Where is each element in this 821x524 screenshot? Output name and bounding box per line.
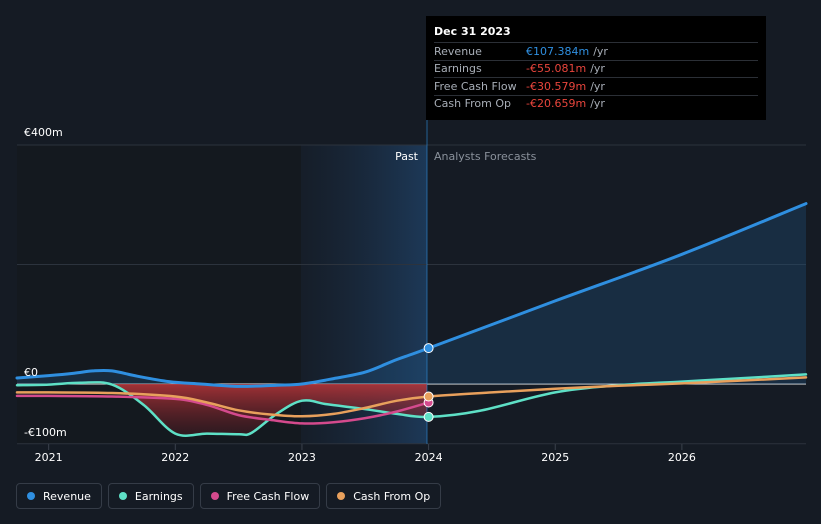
legend-label: Revenue bbox=[43, 489, 91, 503]
tooltip-label: Cash From Op bbox=[434, 97, 512, 111]
tooltip-value: €107.384m bbox=[526, 44, 590, 58]
tooltip-value: -€30.579m bbox=[526, 79, 587, 93]
tooltip-label: Earnings bbox=[434, 62, 482, 76]
tooltip-label: Revenue bbox=[434, 44, 482, 58]
tooltip-label: Free Cash Flow bbox=[434, 79, 517, 93]
tooltip-row-revenue: Revenue €107.384m /yr bbox=[434, 42, 758, 60]
y-label-zero: €0 bbox=[24, 366, 38, 379]
y-label-bottom: -€100m bbox=[24, 426, 67, 439]
earnings-marker[interactable] bbox=[423, 411, 434, 422]
legend-item-earnings[interactable]: Earnings bbox=[107, 483, 194, 509]
legend-item-free-cash-flow[interactable]: Free Cash Flow bbox=[199, 483, 321, 509]
tooltip-unit: /yr bbox=[590, 62, 605, 76]
tooltip-row-cash-from-op: Cash From Op -€20.659m /yr bbox=[434, 94, 758, 113]
revenue-area bbox=[17, 203, 806, 387]
forecast-label: Analysts Forecasts bbox=[434, 150, 537, 163]
legend-item-cash-from-op[interactable]: Cash From Op bbox=[326, 483, 442, 509]
tooltip-row-earnings: Earnings -€55.081m /yr bbox=[434, 59, 758, 78]
legend-dot-icon bbox=[337, 492, 346, 500]
x-tick-label: 2025 bbox=[541, 451, 569, 464]
tooltip-value: -€55.081m bbox=[526, 62, 587, 76]
tooltip-date: Dec 31 2023 bbox=[434, 25, 511, 38]
x-tick-label: 2024 bbox=[415, 451, 443, 464]
free-cash-flow-line bbox=[15, 394, 430, 425]
cash-from-op-marker[interactable] bbox=[423, 391, 434, 402]
legend-label: Free Cash Flow bbox=[226, 489, 310, 503]
x-axis-ticks: 2021 2022 2023 2024 2025 2026 bbox=[35, 444, 696, 464]
legend-item-revenue[interactable]: Revenue bbox=[16, 483, 102, 509]
cash-from-op-line bbox=[15, 376, 808, 418]
legend-label: Cash From Op bbox=[353, 489, 431, 503]
x-tick-label: 2026 bbox=[668, 451, 696, 464]
legend-dot-icon bbox=[210, 492, 219, 500]
x-tick-label: 2022 bbox=[161, 451, 189, 464]
revenue-line bbox=[15, 202, 808, 388]
chart-legend: Revenue Earnings Free Cash Flow Cash Fro… bbox=[16, 483, 442, 511]
tooltip-unit: /yr bbox=[593, 44, 608, 58]
tooltip-value: -€20.659m bbox=[526, 97, 587, 111]
revenue-marker[interactable] bbox=[423, 343, 434, 354]
x-tick-label: 2021 bbox=[35, 451, 63, 464]
legend-dot-icon bbox=[27, 492, 35, 500]
series-lines bbox=[15, 202, 808, 437]
past-label: Past bbox=[395, 150, 419, 163]
legend-dot-icon bbox=[118, 492, 127, 500]
data-tooltip: Dec 31 2023 Revenue €107.384m /yr Earnin… bbox=[426, 16, 766, 120]
legend-label: Earnings bbox=[134, 489, 183, 503]
series-markers bbox=[423, 343, 434, 422]
tooltip-row-free-cash-flow: Free Cash Flow -€30.579m /yr bbox=[434, 77, 758, 95]
tooltip-unit: /yr bbox=[590, 79, 605, 93]
tooltip-unit: /yr bbox=[590, 97, 605, 111]
y-label-top: €400m bbox=[24, 126, 63, 139]
x-tick-label: 2023 bbox=[288, 451, 316, 464]
